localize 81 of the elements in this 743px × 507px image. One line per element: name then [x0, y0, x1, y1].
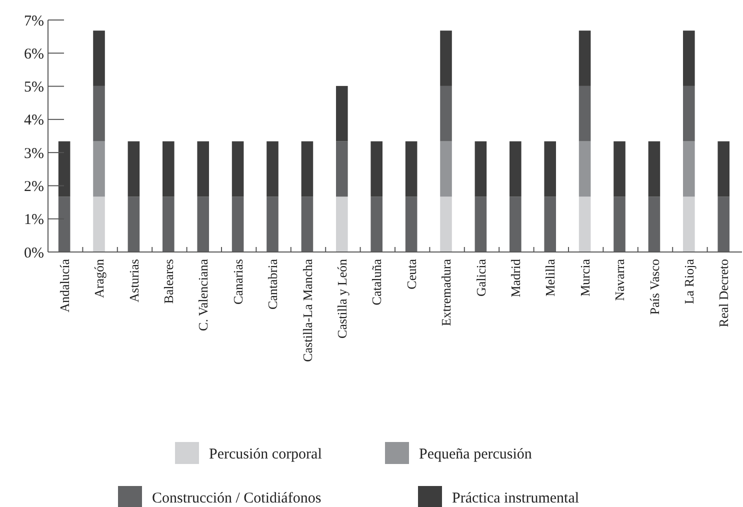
x-tick-label: Castilla y León: [334, 258, 350, 338]
x-tick-label: Cantabria: [265, 258, 280, 310]
y-tick-label: 3%: [24, 146, 44, 162]
bar: [544, 196, 556, 252]
bar: [336, 196, 348, 252]
bar: [128, 196, 140, 252]
y-tick-label: 6%: [24, 46, 44, 62]
bar: [336, 141, 348, 197]
bar: [440, 86, 452, 142]
bar: [683, 196, 695, 252]
x-tick-label: Andalucía: [56, 258, 72, 312]
bar: [510, 141, 522, 197]
y-tick-label: 4%: [24, 112, 44, 129]
bar: [336, 86, 348, 142]
bar: [93, 196, 105, 252]
x-tick-label: Murcia: [577, 258, 592, 297]
bar: [301, 196, 314, 252]
bar: [197, 196, 210, 252]
y-tick-label: 7%: [24, 13, 44, 30]
bar: [93, 141, 105, 197]
bar: [474, 196, 487, 252]
x-tick-label: Real Decreto: [716, 259, 732, 328]
y-tick-label: 5%: [24, 80, 44, 96]
bar: [440, 30, 452, 86]
x-tick-label: Madrid: [508, 258, 523, 298]
x-tick-label: Aragón: [92, 258, 107, 298]
bar: [266, 196, 278, 252]
bar: [614, 141, 626, 197]
legend-label: Construcción / Cotidiáfonos: [152, 490, 322, 506]
legend-label: Práctica instrumental: [452, 490, 580, 506]
bar: [440, 196, 452, 252]
y-tick-label: 0%: [24, 245, 44, 262]
bar: [301, 141, 314, 197]
bar: [405, 196, 418, 252]
bar: [648, 141, 660, 197]
x-tick-label: País Vasco: [646, 259, 662, 315]
x-tick-label: Galicia: [473, 258, 488, 297]
bar: [405, 141, 418, 197]
bar: [128, 141, 140, 197]
bar: [578, 141, 591, 197]
x-tick-label: Canarias: [230, 259, 246, 304]
x-tick-label: Navarra: [612, 258, 628, 301]
bar: [614, 196, 626, 252]
legend-label: Pequeña percusión: [419, 446, 532, 462]
bar: [162, 141, 174, 197]
x-tick-label: Asturias: [126, 259, 142, 302]
bar: [232, 196, 244, 252]
x-tick-label: Castilla-La Mancha: [300, 258, 315, 362]
y-tick-label: 1%: [24, 212, 44, 228]
bar: [718, 141, 730, 197]
bar: [683, 141, 695, 197]
bar: [58, 196, 70, 252]
x-tick-label: Ceuta: [404, 258, 419, 290]
bar: [683, 30, 695, 86]
bar: [648, 196, 660, 252]
bar: [266, 141, 278, 197]
bar: [162, 196, 174, 252]
bar: [578, 30, 591, 86]
x-tick-label: Cataluña: [369, 258, 384, 306]
bar: [440, 141, 452, 197]
y-tick-label: 2%: [24, 178, 44, 195]
bar: [683, 86, 695, 142]
bar: [578, 86, 591, 142]
bar: [93, 30, 105, 86]
bar: [370, 141, 383, 197]
x-tick-label: Baleares: [160, 259, 176, 304]
x-tick-label: Extremadura: [438, 258, 454, 326]
bar: [197, 141, 210, 197]
bar: [58, 141, 70, 197]
bar: [474, 141, 487, 197]
legend-label: Percusión corporal: [209, 446, 322, 462]
bar: [544, 141, 556, 197]
bar: [93, 86, 105, 142]
bar: [578, 196, 591, 252]
bar: [370, 196, 383, 252]
x-tick-label: C. Valenciana: [196, 258, 211, 331]
bar: [510, 196, 522, 252]
bar: [718, 196, 730, 252]
x-tick-label: Melilla: [542, 258, 558, 297]
x-tick-label: La Rioja: [681, 258, 696, 304]
bar: [232, 141, 244, 197]
